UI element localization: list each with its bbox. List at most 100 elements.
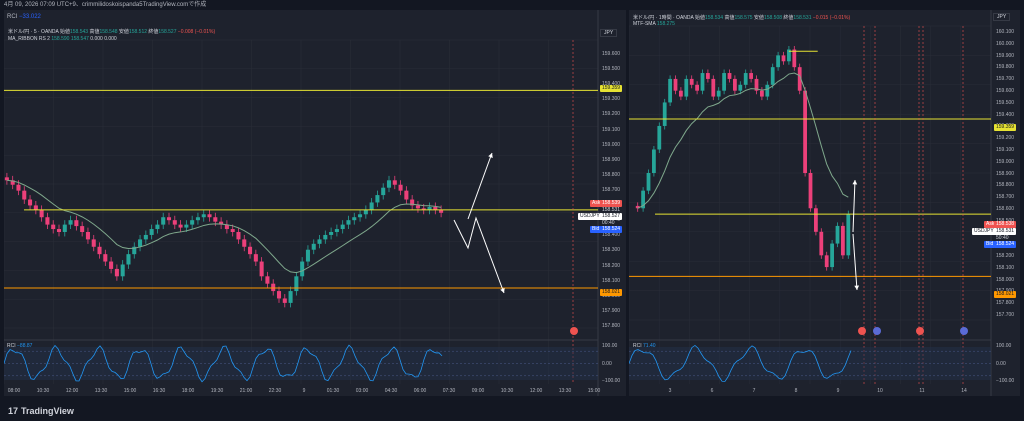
right-chart-svg[interactable] xyxy=(629,10,1020,396)
left-time-tick-18: 12:00 xyxy=(529,388,543,394)
candle-body-65 xyxy=(381,187,386,196)
projection-arrow-0 xyxy=(852,179,856,233)
candle-body-15 xyxy=(91,239,96,247)
candle-body-39 xyxy=(846,214,851,256)
right-rci-label: RCI xyxy=(633,343,642,349)
right-event-marker-icon-4[interactable] xyxy=(960,327,968,335)
right-price-tick-9: 159.200 xyxy=(996,135,1015,142)
candle-body-2 xyxy=(16,184,21,191)
right-chart-panel[interactable]: 米ドル/円 · 1時間 · OANDA 始値158.534 高値158.575 … xyxy=(629,10,1020,396)
left-chart-svg[interactable] xyxy=(4,10,626,396)
projection-arrow-0 xyxy=(467,152,493,220)
left-last-price-label: 158.527 xyxy=(600,213,623,220)
projection-arrowhead-1 xyxy=(854,285,860,290)
left-indicator-v1: 158.547 xyxy=(70,36,89,42)
candle-body-8 xyxy=(51,224,56,230)
right-last-price-label: 158.531 xyxy=(994,228,1017,235)
candle-body-15 xyxy=(716,90,721,97)
left-currency-button[interactable]: JPY xyxy=(600,29,618,37)
left-time-tick-12: 03:00 xyxy=(355,388,369,394)
candle-body-53 xyxy=(311,243,316,250)
moving-average-line xyxy=(637,72,849,209)
candle-body-20 xyxy=(743,73,748,85)
right-quote-1-key: 高値 xyxy=(724,15,735,21)
candle-body-56 xyxy=(329,232,334,235)
right-quote-1-value: 158.575 xyxy=(734,15,753,21)
right-quote-3-value: 158.531 xyxy=(793,15,812,21)
right-symbol-tag: USDJPY xyxy=(972,228,996,235)
candle-body-29 xyxy=(172,220,177,225)
candle-body-30 xyxy=(797,67,802,91)
left-time-tick-17: 10:30 xyxy=(500,388,514,394)
left-time-tick-3: 13:30 xyxy=(94,388,108,394)
candle-body-30 xyxy=(178,224,183,228)
candle-body-35 xyxy=(824,255,829,268)
right-price-tick-24: 157.700 xyxy=(996,312,1015,318)
candle-body-24 xyxy=(143,234,148,240)
candle-body-58 xyxy=(340,224,345,230)
candle-body-9 xyxy=(684,78,689,97)
candle-body-72 xyxy=(421,208,426,210)
right-price-tick-6: 159.500 xyxy=(996,99,1015,106)
left-price-tick-12: 158.400 xyxy=(602,232,621,239)
candle-body-12 xyxy=(74,220,79,227)
candle-body-6 xyxy=(668,78,672,103)
candle-body-28 xyxy=(787,49,791,62)
candle-body-52 xyxy=(305,249,310,262)
left-legend-title: 米ドル/円 · 5 · OANDA 始値158.543 高値158.548 安値… xyxy=(8,28,215,35)
right-rci-tick-1: 0.00 xyxy=(996,360,1006,367)
right-price-tick-4: 159.700 xyxy=(996,76,1015,83)
right-event-marker-icon-3[interactable] xyxy=(916,327,924,335)
candle-body-5 xyxy=(662,102,667,126)
screenshot-header: 4月 09, 2026 07:09 UTC+9、crimmilidoskoisp… xyxy=(4,2,207,8)
left-time-tick-10: 9 xyxy=(302,388,306,394)
candle-body-18 xyxy=(109,261,114,269)
left-price-tick-2: 159.400 xyxy=(602,81,620,87)
left-chart-panel[interactable]: RCI −33.022 米ドル/円 · 5 · OANDA 始値158.543 … xyxy=(4,10,626,396)
candle-body-11 xyxy=(68,220,73,225)
right-price-tick-14: 158.700 xyxy=(996,194,1015,201)
left-level-yellow-label: 159.359 xyxy=(600,85,623,92)
left-price-tick-1: 159.500 xyxy=(602,66,621,73)
candle-body-40 xyxy=(236,232,241,240)
projection-arrow-1 xyxy=(852,233,858,291)
right-event-marker-icon-2[interactable] xyxy=(873,327,881,335)
candle-body-42 xyxy=(248,246,253,255)
left-event-marker-icon[interactable] xyxy=(570,327,578,335)
projection-arrowhead-0 xyxy=(488,153,493,158)
right-quote-0-key: 始値 xyxy=(694,15,705,21)
footer-bar xyxy=(0,396,1024,421)
left-change: −0.008 (−0.01%) xyxy=(177,29,216,35)
candle-body-45 xyxy=(265,276,270,284)
candle-body-71 xyxy=(415,205,420,209)
tradingview-logo: 17 TradingView xyxy=(8,406,74,416)
left-price-tick-17: 157.900 xyxy=(602,307,621,314)
right-indicator-v0: 158.275 xyxy=(656,21,675,27)
right-quote-0-value: 158.534 xyxy=(704,15,724,21)
candle-body-64 xyxy=(375,195,380,203)
left-top-value: −33.022 xyxy=(19,14,41,20)
candle-body-69 xyxy=(404,190,409,200)
right-price-tick-2: 159.900 xyxy=(996,52,1015,59)
right-price-tick-5: 159.600 xyxy=(996,87,1015,94)
right-price-tick-19: 158.200 xyxy=(996,253,1015,260)
left-rci-legend: RCI −88.87 xyxy=(7,343,32,349)
left-legend-indicator: MA_RIBBON RS 2 158.590 158.547 0.000 0.0… xyxy=(8,36,117,42)
candle-body-47 xyxy=(276,291,282,299)
left-quote-3-key: 終値 xyxy=(148,29,159,35)
moving-average-line xyxy=(6,179,442,274)
left-price-tick-9: 158.700 xyxy=(602,187,621,193)
candle-body-36 xyxy=(213,217,218,222)
candle-body-4 xyxy=(657,125,662,150)
candle-body-19 xyxy=(738,84,743,91)
left-rci-tick-1: 0.00 xyxy=(602,360,612,367)
left-quote-0-value: 158.543 xyxy=(69,29,89,35)
right-event-marker-icon-1[interactable] xyxy=(858,327,866,335)
right-currency-button[interactable]: JPY xyxy=(993,13,1011,21)
candle-body-21 xyxy=(749,73,753,79)
candle-body-7 xyxy=(673,78,678,91)
right-rci-tick-0: 100.00 xyxy=(996,343,1012,349)
left-time-tick-13: 04:30 xyxy=(384,388,398,394)
candle-body-70 xyxy=(410,199,415,206)
candle-body-27 xyxy=(781,55,786,62)
